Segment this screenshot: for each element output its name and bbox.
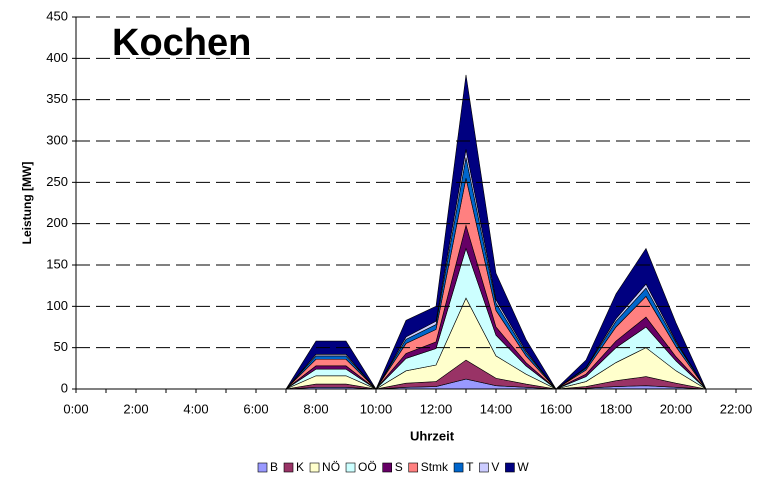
x-tick-label: 8:00 — [303, 401, 328, 416]
legend-swatch — [382, 462, 393, 473]
legend-swatch — [479, 462, 489, 473]
y-tick-label: 100 — [46, 298, 68, 313]
y-tick-label: 350 — [46, 91, 68, 106]
x-tick-label: 14:00 — [480, 401, 513, 416]
y-tick-label: 200 — [46, 215, 68, 230]
x-tick-label: 12:00 — [420, 401, 453, 416]
legend-label: K — [296, 460, 304, 474]
y-tick-label: 150 — [46, 256, 68, 271]
area — [76, 74, 736, 390]
legend-swatch — [453, 462, 464, 473]
legend-swatch — [345, 462, 356, 473]
x-tick-label: 20:00 — [660, 401, 693, 416]
y-tick-label: 400 — [46, 50, 68, 65]
y-tick-label: 50 — [54, 339, 68, 354]
x-tick-label: 16:00 — [540, 401, 573, 416]
legend-swatch — [257, 462, 268, 473]
x-tick-label: 6:00 — [243, 401, 268, 416]
legend-label: T — [466, 460, 474, 474]
legend-label: NÖ — [322, 460, 340, 474]
legend-swatch — [505, 462, 515, 473]
grid — [76, 16, 752, 349]
x-axis-label: Uhrzeit — [410, 428, 455, 443]
x-tick-label: 4:00 — [183, 401, 208, 416]
x-tick-label: 10:00 — [360, 401, 393, 416]
x-tick-label: 18:00 — [600, 401, 633, 416]
legend-label: S — [395, 460, 403, 474]
legend-label: Stmk — [421, 460, 449, 474]
legend-label: W — [517, 460, 529, 474]
x-tick-label: 2:00 — [123, 401, 148, 416]
y-tick-label: 300 — [46, 132, 68, 147]
y-axis-label: Leistung [MW] — [20, 162, 34, 245]
legend-swatch — [408, 462, 419, 473]
legend-swatch — [283, 462, 294, 473]
legend-label: B — [270, 460, 278, 474]
legend-label: V — [491, 460, 499, 474]
legend-swatch — [309, 462, 320, 473]
y-tick-label: 0 — [61, 380, 68, 395]
legend-label: OÖ — [358, 460, 377, 474]
y-tick-label: 250 — [46, 174, 68, 189]
y-tick-label: 450 — [46, 8, 68, 23]
x-tick-label: 22:00 — [720, 401, 753, 416]
x-tick-label: 0:00 — [63, 401, 88, 416]
chart-title: Kochen — [112, 22, 251, 64]
